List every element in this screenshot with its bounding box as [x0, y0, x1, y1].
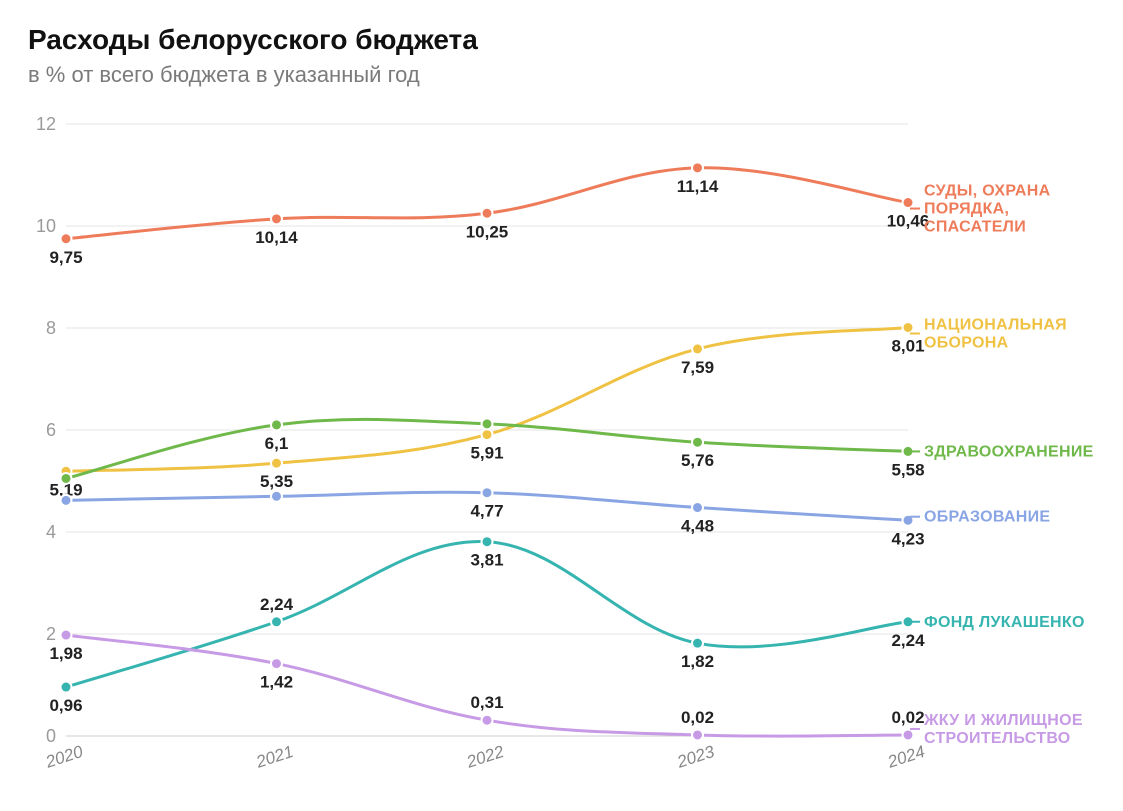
- marker-education: [692, 502, 703, 513]
- value-label-education: 4,23: [891, 529, 924, 548]
- y-tick-label: 12: [36, 114, 56, 134]
- legend-label-defense: НАЦИОНАЛЬНАЯОБОРОНА: [924, 316, 1067, 351]
- value-label-courts: 9,75: [49, 248, 82, 267]
- marker-housing: [482, 715, 493, 726]
- value-label-defense: 7,59: [681, 358, 714, 377]
- marker-defense: [903, 322, 914, 333]
- marker-education: [271, 491, 282, 502]
- value-label-defense: 5,35: [260, 472, 293, 491]
- marker-fund: [271, 616, 282, 627]
- x-tick-label: 2023: [674, 742, 717, 772]
- marker-fund: [61, 682, 72, 693]
- value-label-courts: 11,14: [677, 177, 719, 196]
- value-label-fund: 3,81: [470, 551, 503, 570]
- value-label-health: 5,58: [891, 460, 924, 479]
- marker-health: [482, 418, 493, 429]
- value-label-housing: 0,02: [891, 708, 924, 727]
- y-tick-label: 2: [46, 624, 56, 644]
- value-label-defense: 5,91: [470, 444, 503, 463]
- value-label-defense: 8,01: [891, 336, 924, 355]
- value-label-housing: 1,98: [49, 644, 82, 663]
- marker-fund: [692, 638, 703, 649]
- marker-defense: [271, 458, 282, 469]
- value-label-health: 5,76: [681, 451, 714, 470]
- marker-courts: [903, 197, 914, 208]
- value-label-housing: 0,02: [681, 708, 714, 727]
- marker-health: [61, 473, 72, 484]
- value-label-education: 4,48: [681, 517, 714, 536]
- value-label-courts: 10,25: [466, 222, 509, 241]
- x-tick-label: 2022: [463, 742, 506, 772]
- x-tick-label: 2024: [884, 742, 927, 772]
- marker-defense: [692, 343, 703, 354]
- value-label-fund: 2,24: [891, 631, 925, 650]
- marker-fund: [482, 536, 493, 547]
- chart-title: Расходы белорусского бюджета: [28, 24, 1099, 56]
- y-tick-label: 8: [46, 318, 56, 338]
- marker-courts: [61, 233, 72, 244]
- value-label-education: 4,77: [470, 502, 503, 521]
- x-tick-label: 2020: [42, 742, 85, 772]
- marker-defense: [482, 429, 493, 440]
- marker-housing: [61, 630, 72, 641]
- legend-label-education: ОБРАЗОВАНИЕ: [924, 509, 1050, 526]
- marker-health: [271, 419, 282, 430]
- marker-courts: [482, 208, 493, 219]
- value-label-courts: 10,46: [887, 212, 930, 231]
- value-label-housing: 0,31: [470, 693, 503, 712]
- legend-label-health: ЗДРАВООХРАНЕНИЕ: [924, 443, 1094, 460]
- line-chart: 0 2 4 6 8 10 12 2020 2021 2022 2023 2024 9,75 10,14 10…: [28, 106, 1099, 786]
- chart-subtitle: в % от всего бюджета в указанный год: [28, 62, 1099, 88]
- marker-housing: [903, 729, 914, 740]
- marker-education: [61, 495, 72, 506]
- marker-housing: [271, 658, 282, 669]
- value-label-health: 6,1: [265, 434, 289, 453]
- legend-label-fund: ФОНД ЛУКАШЕНКО: [924, 614, 1085, 631]
- chart-svg: 0 2 4 6 8 10 12 2020 2021 2022 2023 2024 9,75 10,14 10…: [28, 106, 1098, 786]
- y-tick-label: 4: [46, 522, 56, 542]
- marker-housing: [692, 729, 703, 740]
- value-label-fund: 2,24: [260, 595, 294, 614]
- x-tick-label: 2021: [253, 742, 296, 772]
- y-tick-label: 6: [46, 420, 56, 440]
- value-label-housing: 1,42: [260, 673, 293, 692]
- marker-education: [482, 487, 493, 498]
- marker-courts: [692, 162, 703, 173]
- y-tick-label: 10: [36, 216, 56, 236]
- legend-label-courts: СУДЫ, ОХРАНАПОРЯДКА,СПАСАТЕЛИ: [924, 183, 1051, 236]
- y-tick-label: 0: [46, 726, 56, 746]
- marker-health: [692, 437, 703, 448]
- value-label-fund: 1,82: [681, 652, 714, 671]
- legend-label-housing: ЖКУ И ЖИЛИЩНОЕСТРОИТЕЛЬСТВО: [923, 712, 1083, 747]
- marker-courts: [271, 213, 282, 224]
- value-label-courts: 10,14: [255, 228, 298, 247]
- value-label-fund: 0,96: [49, 696, 82, 715]
